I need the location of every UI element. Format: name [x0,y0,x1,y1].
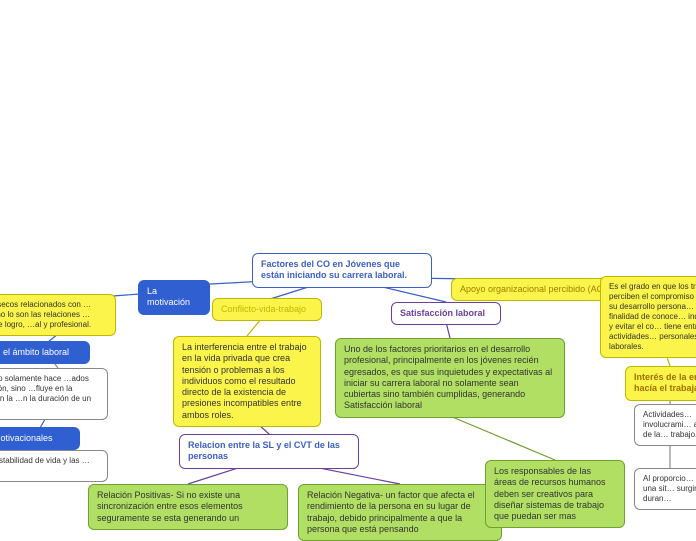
node-grado[interactable]: Es el grado en que los trab… perciben el… [600,276,696,358]
node-root[interactable]: Factores del CO en Jóvenes que están ini… [252,253,432,288]
node-satisf[interactable]: Satisfacción laboral [391,302,501,325]
node-conflicto[interactable]: Conflicto-vida-trabajo [212,298,322,321]
node-actividades[interactable]: Actividades… involucrami… activa de la… … [634,404,696,446]
node-positivas[interactable]: Relación Positivas- Si no existe una sin… [88,484,288,530]
node-ambito[interactable]: …on en el ámbito laboral [0,341,90,364]
node-accion[interactable]: …aboral, no solamente hace …ados tomen a… [0,368,108,420]
node-motivacion[interactable]: La motivación [138,280,210,315]
node-proporc[interactable]: Al proporcio… ante una sit… surgir duran… [634,468,696,510]
node-interferencia[interactable]: La interferencia entre el trabajo en la … [173,336,321,427]
node-factores[interactable]: …res motivacionales [0,427,80,450]
node-extrin[interactable]: …os extrinsecos relacionados con …aboral… [0,294,116,336]
node-responsables[interactable]: Los responsables de las áreas de recurso… [485,460,625,528]
node-negativa[interactable]: Relación Negativa- un factor que afecta … [298,484,502,541]
node-estab[interactable]: …nico, la estabilidad de vida y las …son… [0,450,108,482]
node-prioritarios[interactable]: Uno de los factores prioritarios en el d… [335,338,565,418]
node-interes[interactable]: Interés de la em… hacía el trabaja… [625,366,696,401]
node-relacionSL[interactable]: Relacion entre la SL y el CVT de las per… [179,434,359,469]
